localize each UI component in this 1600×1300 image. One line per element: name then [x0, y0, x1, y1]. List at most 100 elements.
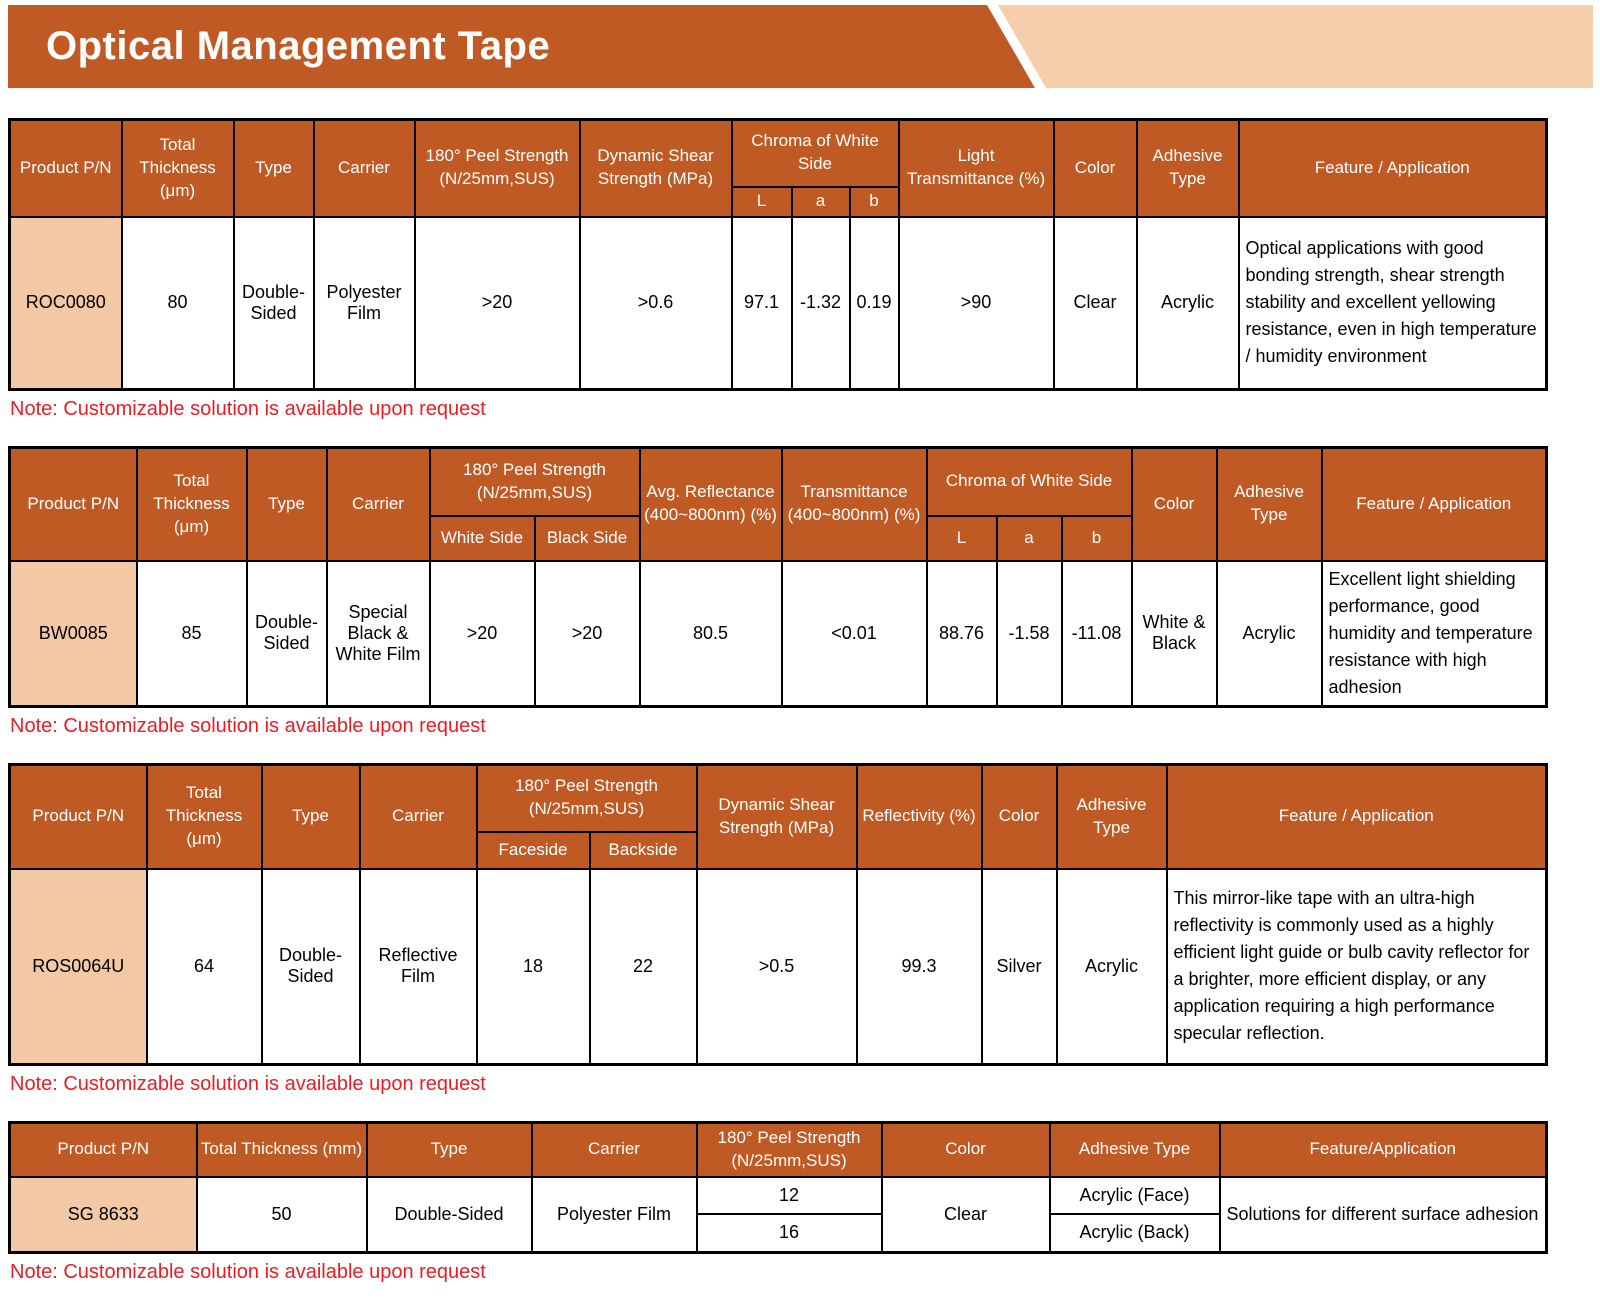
- t2-header-feature: Feature / Application: [1320, 446, 1548, 562]
- t1-cell-thickness: 80: [120, 215, 235, 391]
- t3-header-backside: Backside: [588, 831, 698, 870]
- t1-cell-light-transmittance: >90: [897, 215, 1055, 391]
- t2-cell-type: Double-Sided: [245, 559, 328, 707]
- t2-header-product-pn: Product P/N: [8, 446, 138, 562]
- t3-cell-feature: This mirror-like tape with an ultra-high…: [1165, 868, 1548, 1065]
- optical-tape-table-1: Product P/N Total Thickness (μm) Type Ca…: [8, 118, 1549, 391]
- t1-cell-chroma-a: -1.32: [790, 215, 851, 391]
- t4-cell-product-pn: SG 8633: [8, 1176, 198, 1253]
- t2-header-type: Type: [245, 446, 328, 562]
- table-row: ROC0080 80 Double-Sided Polyester Film >…: [8, 215, 1548, 391]
- table-row: 16 Acrylic (Back): [10, 1213, 1547, 1253]
- optical-tape-table-2: Product P/N Total Thickness (μm) Type Ca…: [8, 446, 1549, 708]
- t4-header-adhesive-type: Adhesive Type: [1048, 1121, 1221, 1178]
- t3-header-reflectivity: Reflectivity (%): [855, 763, 983, 870]
- t2-cell-chroma-l: 88.76: [925, 559, 998, 707]
- t2-cell-peel-black: >20: [533, 559, 641, 707]
- t1-header-thickness: Total Thickness (μm): [120, 118, 235, 218]
- t3-header-carrier: Carrier: [358, 763, 478, 870]
- t2-header-chroma-group: Chroma of White Side: [925, 446, 1133, 517]
- t1-cell-adhesive-type: Acrylic: [1135, 215, 1240, 391]
- t1-cell-feature: Optical applications with good bonding s…: [1237, 215, 1548, 391]
- t2-cell-adhesive-type: Acrylic: [1215, 559, 1323, 707]
- t2-cell-transmittance: <0.01: [780, 559, 928, 707]
- t2-header-peel-group: 180° Peel Strength (N/25mm,SUS): [428, 446, 641, 517]
- t1-header-chroma-group: Chroma of White Side: [730, 118, 900, 188]
- t3-header-shear-strength: Dynamic Shear Strength (MPa): [695, 763, 858, 870]
- t1-header-chroma-b: b: [848, 185, 900, 218]
- customization-note: Note: Customizable solution is available…: [10, 398, 486, 420]
- table-row: BW0085 85 Double-Sided Special Black & W…: [8, 559, 1548, 707]
- t1-header-peel-strength: 180° Peel Strength (N/25mm,SUS): [413, 118, 581, 218]
- t4-header-type: Type: [365, 1121, 533, 1178]
- t3-cell-color: Silver: [980, 868, 1058, 1065]
- t3-cell-reflectivity: 99.3: [855, 868, 983, 1065]
- t2-header-chroma-b: b: [1060, 514, 1133, 562]
- t1-cell-product-pn: ROC0080: [8, 215, 123, 391]
- t4-cell-thickness: 50: [195, 1176, 368, 1253]
- t1-header-light-transmittance: Light Transmittance (%): [897, 118, 1055, 218]
- t2-header-transmittance: Transmittance (400~800nm) (%): [780, 446, 928, 562]
- t1-header-color: Color: [1052, 118, 1138, 218]
- t3-cell-peel-backside: 22: [588, 868, 698, 1065]
- t2-cell-thickness: 85: [135, 559, 248, 707]
- t4-cell-feature: Solutions for different surface adhesion: [1218, 1176, 1548, 1253]
- banner-peach-shape: [998, 5, 1593, 88]
- customization-note: Note: Customizable solution is available…: [10, 1260, 486, 1283]
- t1-cell-type: Double-Sided: [232, 215, 315, 391]
- t3-cell-shear-strength: >0.5: [695, 868, 858, 1065]
- table-block-roc0080: Product P/N Total Thickness (μm) Type Ca…: [8, 118, 1600, 421]
- t4-header-product-pn: Product P/N: [8, 1121, 198, 1178]
- t2-cell-product-pn: BW0085: [8, 559, 138, 707]
- t3-cell-carrier: Reflective Film: [358, 868, 478, 1065]
- t2-header-carrier: Carrier: [325, 446, 431, 562]
- t2-header-white-side: White Side: [428, 514, 536, 562]
- t1-cell-chroma-l: 97.1: [730, 215, 793, 391]
- customization-note: Note: Customizable solution is available…: [10, 714, 486, 737]
- t2-header-adhesive-type: Adhesive Type: [1215, 446, 1323, 562]
- t2-cell-color: White & Black: [1130, 559, 1218, 707]
- t4-header-color: Color: [880, 1121, 1051, 1178]
- t1-header-carrier: Carrier: [312, 118, 416, 218]
- t3-cell-type: Double-Sided: [260, 868, 361, 1065]
- t3-cell-peel-faceside: 18: [475, 868, 591, 1065]
- t2-header-chroma-a: a: [995, 514, 1063, 562]
- t3-cell-adhesive-type: Acrylic: [1055, 868, 1168, 1065]
- table-block-ros0064u: Product P/N Total Thickness (μm) Type Ca…: [8, 762, 1600, 1096]
- t2-cell-reflectance: 80.5: [638, 559, 783, 707]
- optical-tape-table-4: Product P/N Total Thickness (mm) Type Ca…: [8, 1120, 1548, 1254]
- t3-header-thickness: Total Thickness (μm): [145, 763, 263, 870]
- t1-header-chroma-l: L: [730, 185, 793, 218]
- page-banner: Optical Management Tape: [8, 5, 1593, 88]
- t1-header-feature: Feature / Application: [1237, 118, 1548, 218]
- t2-cell-feature: Excellent light shielding performance, g…: [1320, 559, 1548, 707]
- table-block-bw0085: Product P/N Total Thickness (μm) Type Ca…: [8, 446, 1600, 738]
- t1-cell-carrier: Polyester Film: [312, 215, 416, 391]
- page-title: Optical Management Tape: [46, 24, 551, 68]
- t2-header-chroma-l: L: [925, 514, 998, 562]
- optical-tape-table-3: Product P/N Total Thickness (μm) Type Ca…: [8, 762, 1549, 1066]
- t1-cell-peel-strength: >20: [413, 215, 581, 391]
- t2-header-thickness: Total Thickness (μm): [135, 446, 248, 562]
- table-row: ROS0064U 64 Double-Sided Reflective Film…: [8, 868, 1548, 1065]
- t4-cell-peel-back: 16: [695, 1213, 883, 1253]
- t1-header-shear-strength: Dynamic Shear Strength (MPa): [578, 118, 733, 218]
- t4-cell-adhesive-back: Acrylic (Back): [1048, 1213, 1221, 1253]
- t4-cell-carrier: Polyester Film: [530, 1176, 698, 1253]
- t2-cell-chroma-a: -1.58: [995, 559, 1063, 707]
- t4-cell-type: Double-Sided: [365, 1176, 533, 1253]
- banner-orange-shape: Optical Management Tape: [8, 5, 1035, 88]
- table-block-sg8633: Product P/N Total Thickness (mm) Type Ca…: [8, 1120, 1600, 1284]
- t4-cell-color: Clear: [880, 1176, 1051, 1253]
- t1-cell-chroma-b: 0.19: [848, 215, 900, 391]
- t3-header-color: Color: [980, 763, 1058, 870]
- t3-cell-product-pn: ROS0064U: [8, 868, 148, 1065]
- t3-header-adhesive-type: Adhesive Type: [1055, 763, 1168, 870]
- t3-header-feature: Feature / Application: [1165, 763, 1548, 870]
- t3-header-type: Type: [260, 763, 361, 870]
- t4-header-carrier: Carrier: [530, 1121, 698, 1178]
- t3-header-faceside: Faceside: [475, 831, 591, 870]
- t4-cell-peel-face: 12: [695, 1176, 883, 1215]
- t1-cell-color: Clear: [1052, 215, 1138, 391]
